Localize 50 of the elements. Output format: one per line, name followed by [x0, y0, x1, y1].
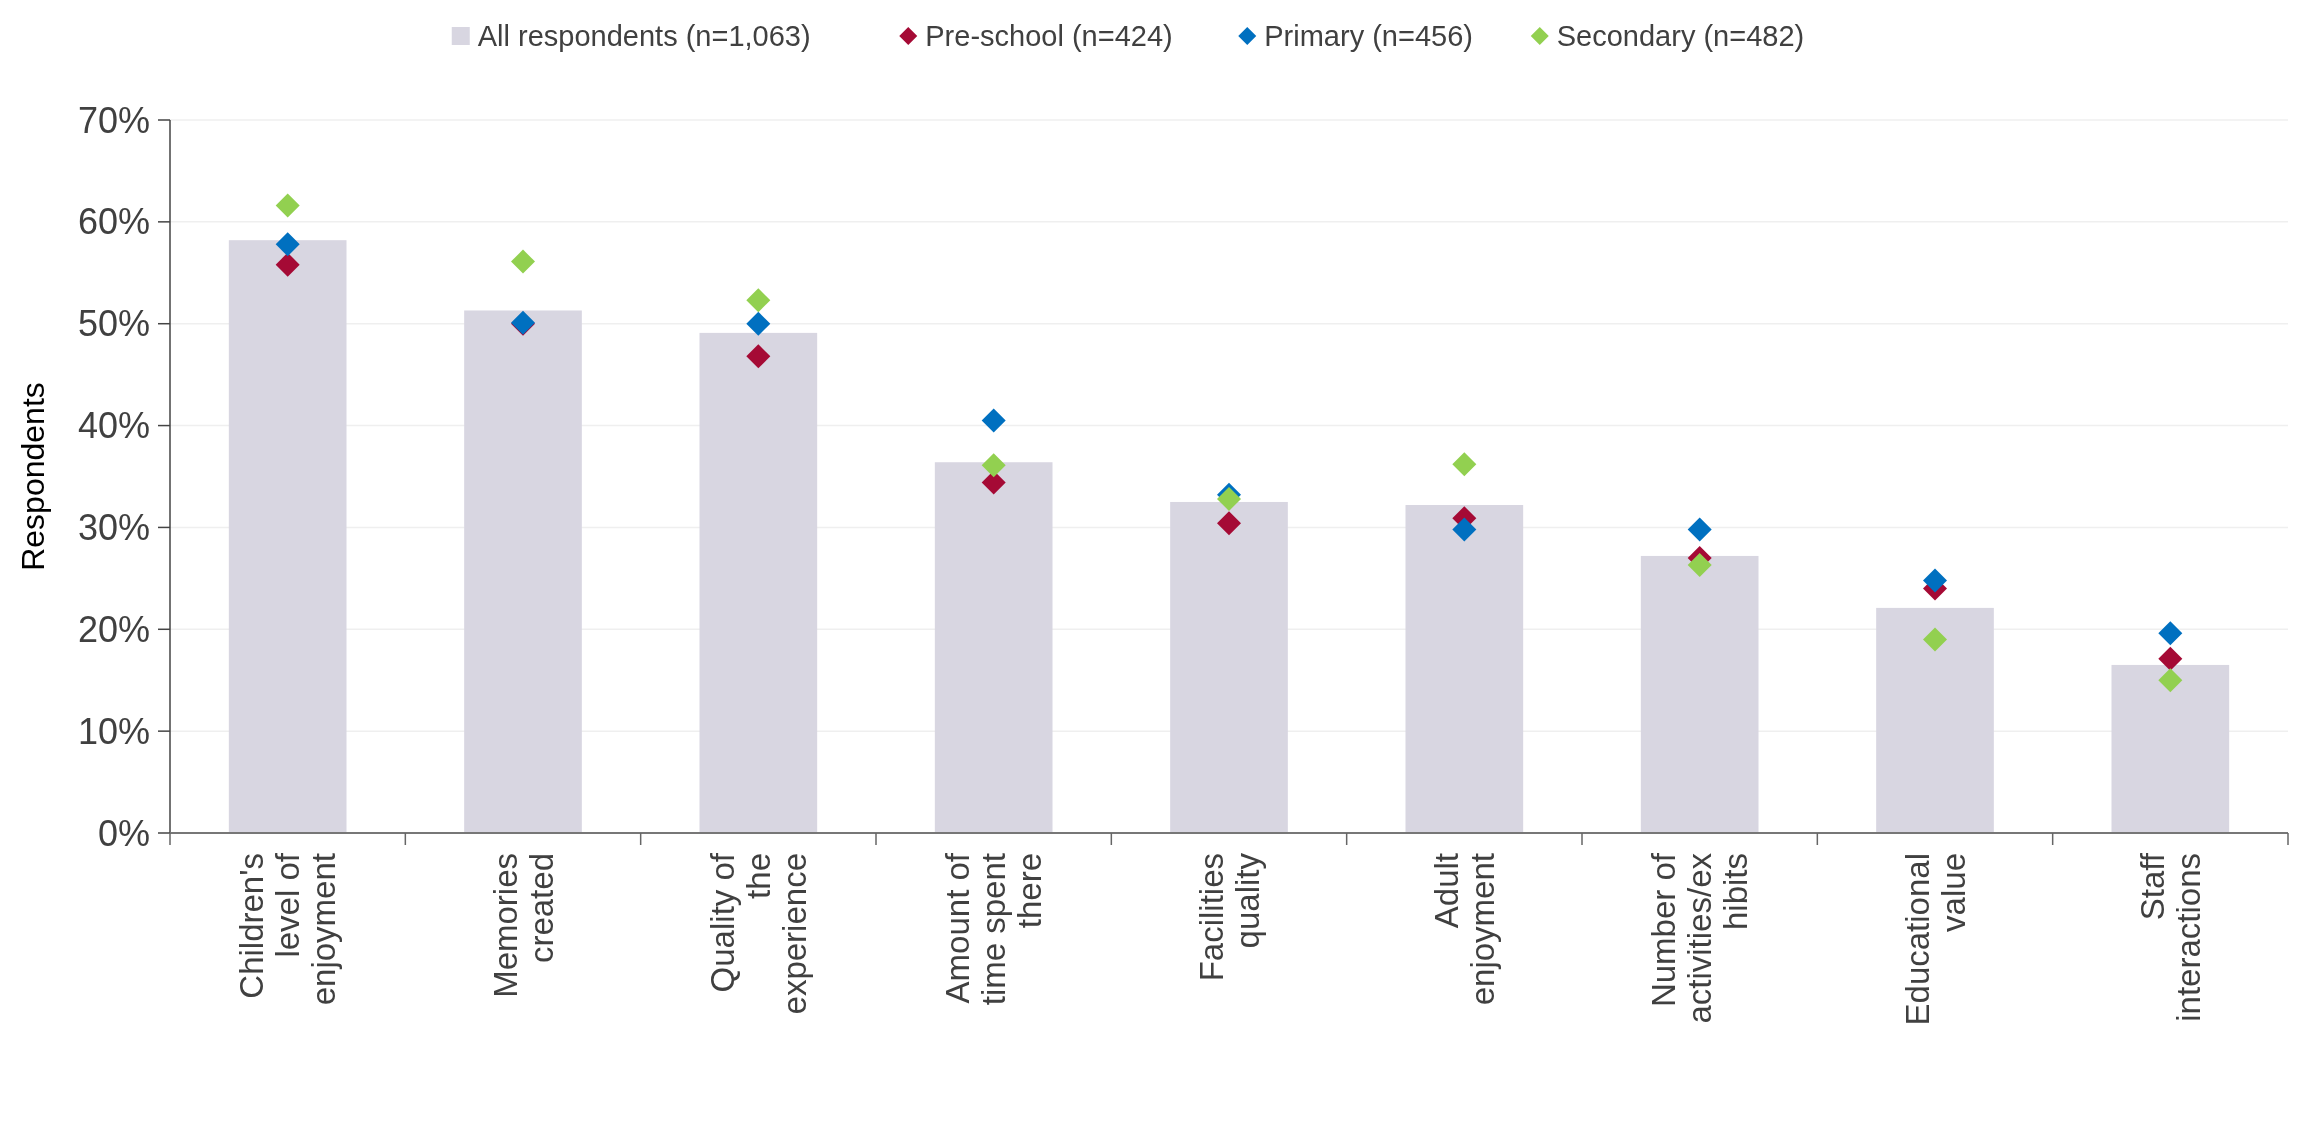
point	[275, 193, 300, 218]
bar	[1405, 505, 1524, 833]
point	[2158, 621, 2183, 646]
x-tick-label: Staff interactions	[2133, 852, 2207, 1022]
legend-label: All respondents (n=1,063)	[477, 20, 811, 53]
x-tick-label: Facilities quality	[1192, 852, 1266, 982]
bar	[2111, 664, 2230, 833]
x-tick-label: Quality of the experience	[703, 852, 813, 1015]
y-tick-label: 20%	[77, 608, 150, 650]
bar	[699, 332, 818, 833]
point	[746, 288, 771, 313]
point	[275, 252, 300, 277]
x-tick-label: Children's level of enjoyment	[233, 852, 343, 1006]
bar	[464, 310, 582, 833]
y-tick-label: 40%	[77, 405, 150, 447]
point	[1217, 511, 1241, 536]
y-axis-title: Respondents	[15, 382, 51, 571]
point	[511, 249, 535, 274]
x-tick-label: Number of activities/ex hibits	[1645, 852, 1755, 1024]
x-tick-label: Educational value	[1898, 853, 1972, 1026]
point	[981, 453, 1006, 478]
x-tick-label: Amount of time spent there	[939, 852, 1049, 1006]
point	[275, 232, 300, 257]
point	[981, 408, 1006, 433]
y-tick-label: 0%	[97, 812, 150, 854]
y-tick-label: 60%	[77, 201, 150, 243]
bar	[934, 462, 1053, 833]
point	[746, 311, 771, 336]
legend-label: Primary (n=456)	[1264, 20, 1473, 53]
x-tick-label: Memories created	[486, 853, 560, 998]
point	[1923, 568, 1947, 593]
bar	[228, 240, 347, 833]
point	[2158, 646, 2183, 671]
y-tick-label: 70%	[77, 99, 150, 141]
bar	[1640, 555, 1759, 833]
point	[1452, 517, 1477, 542]
x-tick-label: Adult enjoyment	[1427, 853, 1501, 1006]
legend-label: Pre-school (n=424)	[925, 20, 1173, 53]
y-tick-label: 10%	[77, 710, 150, 752]
bar	[1876, 607, 1994, 833]
y-tick-label: 50%	[77, 303, 150, 345]
point	[2158, 668, 2183, 693]
point	[1452, 452, 1477, 477]
point	[1923, 627, 1947, 652]
point	[1687, 553, 1712, 578]
legend-label: Secondary (n=482)	[1556, 20, 1805, 53]
bar	[1170, 501, 1288, 833]
point	[746, 344, 771, 369]
point	[1687, 517, 1712, 542]
y-tick-label: 30%	[77, 507, 150, 549]
